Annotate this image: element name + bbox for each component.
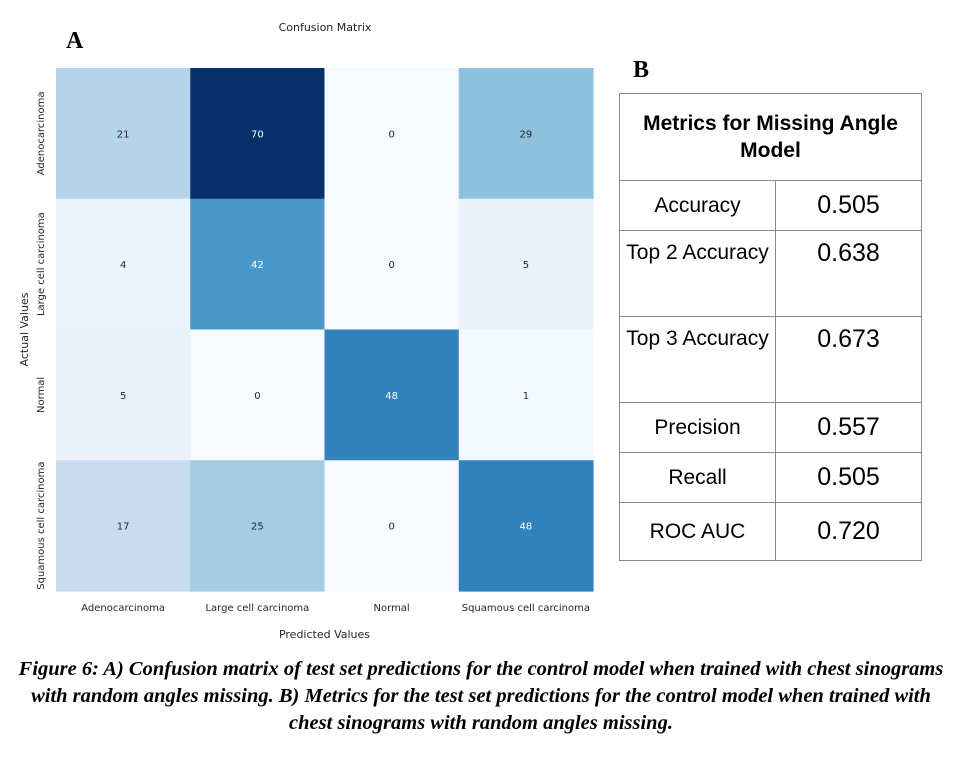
heatmap-cell: [324, 68, 460, 200]
cell-value-label: 17: [117, 522, 130, 533]
heatmap-cell: [56, 329, 191, 461]
heatmap-cell: [56, 198, 191, 331]
cell-value-label: 29: [520, 129, 533, 140]
y-tick-label: Normal: [36, 377, 47, 413]
metric-value: 0.505: [775, 452, 922, 503]
heatmap-cell: [458, 198, 594, 331]
metric-value: 0.673: [775, 316, 922, 403]
cell-value-label: 25: [251, 522, 264, 533]
chart-title: Confusion Matrix: [278, 21, 372, 34]
x-tick-label: Normal: [374, 603, 410, 614]
panel-b-label: B: [633, 57, 650, 83]
cell-value-label: 0: [388, 129, 394, 140]
heatmap-cell: [458, 68, 594, 200]
metrics-table: Metrics for Missing Angle Model Accuracy…: [619, 93, 922, 561]
table-row: Accuracy 0.505: [619, 180, 922, 231]
heatmap-cell: [458, 460, 594, 592]
metric-name: Accuracy: [619, 180, 776, 231]
cell-value-label: 0: [388, 522, 394, 533]
cell-value-label: 48: [385, 391, 398, 402]
y-tick-label: Large cell carcinoma: [36, 212, 47, 316]
metric-value: 0.557: [775, 402, 922, 453]
heatmap-cell: [458, 329, 594, 461]
cell-value-label: 0: [254, 391, 260, 402]
y-tick-label: Adenocarcinoma: [36, 92, 47, 176]
heatmap-cell: [190, 68, 326, 200]
heatmap-cell: [324, 198, 460, 331]
cell-value-label: 70: [251, 129, 264, 140]
metric-name: Top 2 Accuracy: [619, 230, 776, 317]
cell-value-label: 5: [523, 260, 529, 271]
table-row: Top 3 Accuracy 0.673: [619, 316, 922, 403]
x-tick-label: Adenocarcinoma: [81, 603, 165, 614]
heatmap-cell: [190, 329, 326, 461]
cell-value-label: 21: [117, 129, 130, 140]
table-row: ROC AUC 0.720: [619, 502, 922, 561]
metric-value: 0.505: [775, 180, 922, 231]
heatmap-cell: [324, 460, 460, 592]
heatmap-cell: [190, 198, 326, 331]
metrics-table-header: Metrics for Missing Angle Model: [619, 93, 922, 181]
figure-caption: Figure 6: A) Confusion matrix of test se…: [18, 658, 944, 734]
confusion-matrix-heatmap: 21 70 0 29 4 42 0 5 5 0 48 1 17 25 0 48 Adenocarcinoma La…: [18, 68, 594, 641]
heatmap-cell: [324, 329, 460, 461]
y-tick-label: Squamous cell carcinoma: [36, 461, 47, 589]
cell-value-label: 42: [251, 260, 264, 271]
heatmap-cell: [56, 68, 191, 200]
table-row: Top 2 Accuracy 0.638: [619, 230, 922, 317]
x-tick-label: Large cell carcinoma: [205, 603, 309, 614]
cell-value-label: 0: [388, 260, 394, 271]
x-axis-label: Predicted Values: [279, 628, 370, 641]
metric-value: 0.720: [775, 502, 922, 561]
table-row: Precision 0.557: [619, 402, 922, 453]
y-axis-label: Actual Values: [18, 292, 31, 366]
metric-name: Recall: [619, 452, 776, 503]
heatmap-cell: [56, 460, 191, 592]
cell-value-label: 5: [120, 391, 126, 402]
metrics-table-header-row: Metrics for Missing Angle Model: [619, 93, 922, 181]
cell-value-label: 1: [523, 391, 529, 402]
metric-name: ROC AUC: [619, 502, 776, 561]
metric-name: Precision: [619, 402, 776, 453]
x-tick-label: Squamous cell carcinoma: [462, 603, 590, 614]
metric-value: 0.638: [775, 230, 922, 317]
cell-value-label: 4: [120, 260, 126, 271]
heatmap-cell: [190, 460, 326, 592]
table-row: Recall 0.505: [619, 452, 922, 503]
cell-value-label: 48: [520, 522, 533, 533]
metric-name: Top 3 Accuracy: [619, 316, 776, 403]
panel-a-label: A: [66, 28, 84, 54]
